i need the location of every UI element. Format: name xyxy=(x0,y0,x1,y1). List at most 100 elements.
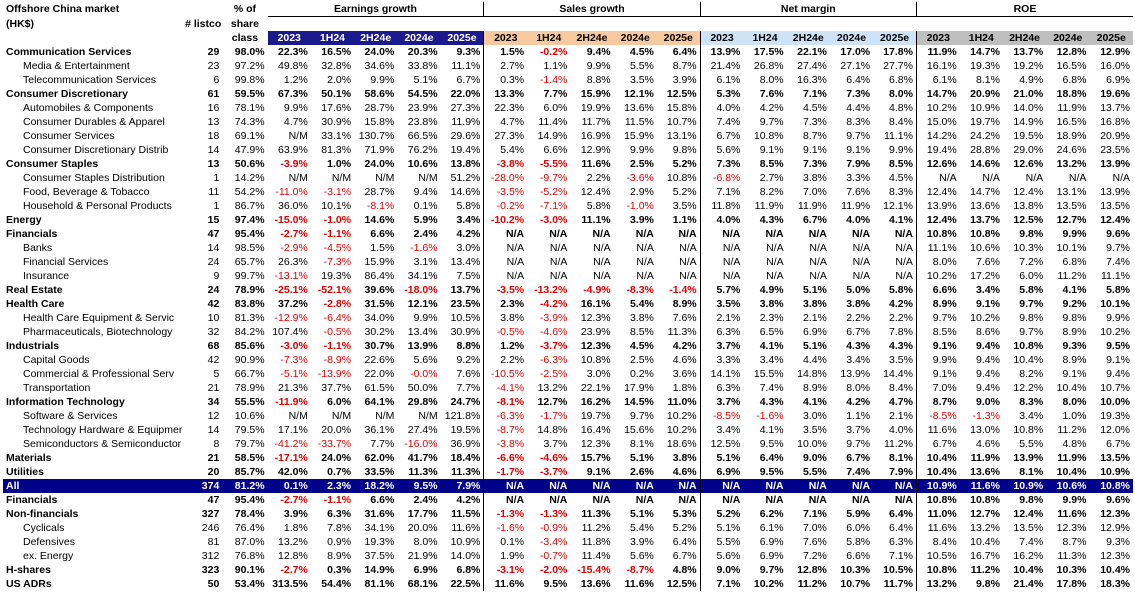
value-cell: N/A xyxy=(656,479,701,493)
value-cell: 11.6% xyxy=(915,521,960,535)
value-cell: 9.5% xyxy=(759,466,784,478)
table-row: Media & Entertainment 23 97.2% 49.8% 32.8% 34… xyxy=(3,59,1133,73)
value-cell: 3.4% xyxy=(1019,410,1044,422)
value-cell: 11.2% xyxy=(883,438,913,450)
value-cell: 4.2% xyxy=(846,396,871,408)
value-cell: 14.7% xyxy=(970,46,1000,58)
value-cell: 12.5% xyxy=(666,88,697,100)
value-cell: -4.5% xyxy=(323,242,352,254)
value-cell: 10.4% xyxy=(970,536,1000,548)
value-cell: 13.9% xyxy=(915,199,960,213)
value-cell: -15.0% xyxy=(274,214,308,226)
table-row: Cyclicals 246 76.4% 1.8% 7.8% 34.1% 20.0% 11.6%… xyxy=(3,521,1133,535)
row-label: Commercial & Professional Serv xyxy=(23,368,175,380)
table-row: ex. Energy 312 76.8% 12.8% 8.9% 37.5% 21.9% 14.… xyxy=(3,549,1133,563)
value-cell: 7.4% xyxy=(1106,256,1130,268)
value-cell: 2.5% xyxy=(629,158,654,170)
table-row: Automobiles & Components 16 78.1% 9.9% 17.6%… xyxy=(3,101,1133,115)
value-cell: 5.3% xyxy=(699,87,744,101)
value-cell: 9.9% xyxy=(586,60,611,72)
value-cell: 5.2% xyxy=(699,507,744,521)
listco-cell: 32 xyxy=(207,326,220,338)
value-cell: 4.2% xyxy=(456,228,481,240)
value-cell: 76.2% xyxy=(407,144,438,156)
value-cell: 2.3% xyxy=(310,479,355,493)
value-cell: -0.5% xyxy=(323,326,352,338)
year-header: 1H24 xyxy=(743,31,787,45)
value-cell: 27.7% xyxy=(883,60,913,72)
value-cell: 3.4% xyxy=(976,284,1000,296)
listco-cell: 18 xyxy=(207,130,220,142)
value-cell: N/A xyxy=(592,494,611,506)
table-row: Industrials 68 85.6% -3.0% -1.1% 30.7% 13.9% 8.… xyxy=(3,339,1133,353)
value-cell: 9.3% xyxy=(1106,536,1130,548)
value-cell: 8.4% xyxy=(889,116,913,128)
value-cell: 7.6% xyxy=(976,256,1000,268)
value-cell: 13.5% xyxy=(1100,452,1130,464)
value-cell: 10.8% xyxy=(970,228,1000,240)
value-cell: 9.8% xyxy=(976,578,1000,590)
value-cell: -3.1% xyxy=(323,186,352,198)
listco-cell: 42 xyxy=(207,298,220,310)
value-cell: 9.7% xyxy=(1106,242,1130,254)
value-cell: 6.8% xyxy=(889,74,913,86)
listco-cell: 14 xyxy=(207,242,220,254)
value-cell: 8.9% xyxy=(1062,354,1087,366)
value-cell: 4.1% xyxy=(802,396,827,408)
value-cell: 12.3% xyxy=(1100,550,1130,562)
value-cell: 6.7% xyxy=(915,437,960,451)
value-cell: -13.2% xyxy=(534,284,568,296)
value-cell: 10.7% xyxy=(1100,382,1130,394)
value-cell: 34.1% xyxy=(364,522,395,534)
value-cell: 22.0% xyxy=(450,88,481,100)
value-cell: 30.9% xyxy=(321,116,352,128)
value-cell: 33.5% xyxy=(364,466,395,478)
value-cell: N/A xyxy=(852,494,871,506)
value-cell: 20.9% xyxy=(1100,130,1130,142)
table-row: Capital Goods 42 90.9% -7.3% -8.9% 22.6% 5.6% 9… xyxy=(3,353,1133,367)
value-cell: 10.9% xyxy=(1100,466,1130,478)
value-cell: N/A xyxy=(982,172,1000,184)
value-cell: 5.8% xyxy=(846,536,871,548)
value-cell: 9.2% xyxy=(1062,298,1087,310)
value-cell: -0.9% xyxy=(539,522,568,534)
listco-cell: 24 xyxy=(207,284,220,296)
value-cell: 3.1% xyxy=(413,256,438,268)
value-cell: 8.2% xyxy=(1019,368,1044,380)
value-cell: 50.1% xyxy=(321,88,352,100)
value-cell: N/A xyxy=(699,479,744,493)
table-row: Communication Services 29 98.0% 22.3% 16.5% 2… xyxy=(3,45,1133,59)
value-cell: -33.7% xyxy=(317,438,352,450)
value-cell: 10.1% xyxy=(321,200,352,212)
value-cell: N/M xyxy=(375,410,395,422)
value-cell: 12.4% xyxy=(1013,508,1044,520)
share-cell: 78.9% xyxy=(234,382,265,394)
value-cell: -0.2% xyxy=(539,46,568,58)
value-cell: 24.0% xyxy=(321,452,352,464)
value-cell: 8.1% xyxy=(629,438,654,450)
value-cell: 51.2% xyxy=(450,172,481,184)
value-cell: 6.4% xyxy=(672,46,697,58)
value-cell: 3.5% xyxy=(672,200,697,212)
value-cell: 23.5% xyxy=(1100,144,1130,156)
share-cell: 95.4% xyxy=(234,228,265,240)
value-cell: 5.6% xyxy=(699,549,744,563)
value-cell: 9.4% xyxy=(586,46,611,58)
value-cell: 9.4% xyxy=(413,186,438,198)
value-cell: 41.7% xyxy=(407,452,438,464)
value-cell: 10.4% xyxy=(1056,382,1087,394)
value-cell: 19.5% xyxy=(450,424,481,436)
value-cell: 6.9% xyxy=(413,564,438,576)
value-cell: 10.2% xyxy=(970,312,1000,324)
value-cell: 8.3% xyxy=(889,186,913,198)
value-cell: 7.9% xyxy=(889,466,913,478)
value-cell: -16.0% xyxy=(404,438,438,450)
value-cell: 13.7% xyxy=(970,214,1000,226)
value-cell: 14.7% xyxy=(970,186,1000,198)
share-cell: 90.9% xyxy=(234,354,265,366)
value-cell: 11.7% xyxy=(581,116,611,128)
value-cell: 13.2% xyxy=(278,536,308,548)
value-cell: 3.7% xyxy=(543,438,568,450)
value-cell: 10.8% xyxy=(666,172,697,184)
table-row: Household & Personal Products 1 86.7% 36.0%… xyxy=(3,199,1133,213)
